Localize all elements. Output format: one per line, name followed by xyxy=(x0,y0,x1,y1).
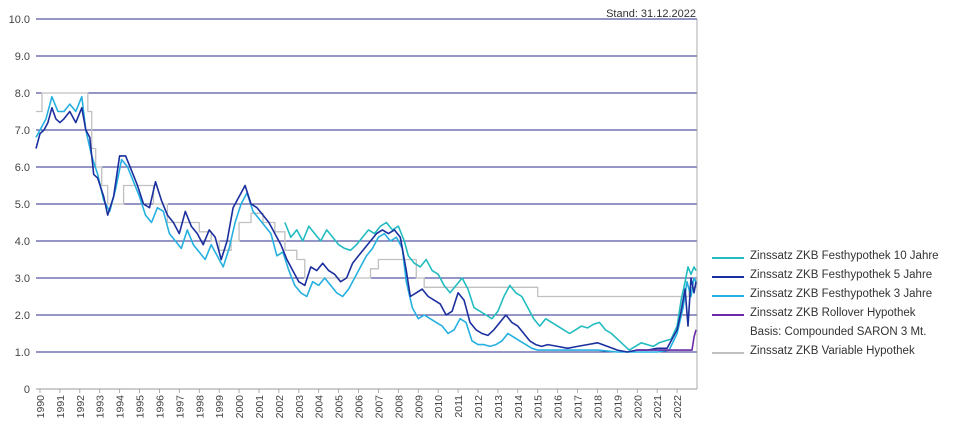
legend-item-fest10: Zinssatz ZKB Festhypothek 10 Jahre xyxy=(712,249,957,268)
x-tick-label: 1998 xyxy=(194,395,206,419)
x-tick-label: 2019 xyxy=(612,395,624,419)
y-tick-label: 6.0 xyxy=(15,162,30,174)
legend-swatch xyxy=(712,257,744,259)
y-tick-label: 0 xyxy=(24,384,30,396)
x-tick-label: 1997 xyxy=(174,395,186,419)
y-tick-label: 10.0 xyxy=(9,14,30,26)
x-tick-label: 2014 xyxy=(513,395,525,419)
x-tick-label: 2000 xyxy=(234,395,246,419)
x-tick-label: 2012 xyxy=(473,395,485,419)
x-tick-label: 1996 xyxy=(154,395,166,419)
x-tick-label: 1995 xyxy=(135,395,147,419)
y-tick-label: 8.0 xyxy=(15,88,30,100)
x-tick-label: 1990 xyxy=(35,395,47,419)
legend-swatch xyxy=(712,352,744,354)
legend-item-fest5: Zinssatz ZKB Festhypothek 5 Jahre xyxy=(712,268,957,287)
series-line-saron xyxy=(635,329,697,351)
chart-legend: Zinssatz ZKB Festhypothek 10 Jahre Zinssa… xyxy=(712,249,957,363)
series-lines xyxy=(35,92,697,353)
x-tick-label: 2007 xyxy=(373,395,385,419)
legend-item-variable: Zinssatz ZKB Variable Hypothek xyxy=(712,344,957,363)
x-tick-label: 1993 xyxy=(95,395,107,419)
x-tick-label: 2002 xyxy=(274,395,286,419)
legend-swatch xyxy=(712,314,744,316)
x-tick-label: 2008 xyxy=(393,395,405,419)
y-tick-label: 1.0 xyxy=(15,347,30,359)
legend-label: Zinssatz ZKB Festhypothek 3 Jahre xyxy=(750,288,933,300)
legend-label: Zinssatz ZKB Variable Hypothek xyxy=(750,345,915,357)
series-line-fest5 xyxy=(35,107,697,353)
legend-item-fest3: Zinssatz ZKB Festhypothek 3 Jahre xyxy=(712,287,957,306)
legend-swatch xyxy=(712,276,744,278)
series-line-fest10 xyxy=(284,221,697,351)
legend-swatch xyxy=(712,295,744,297)
x-tick-label: 1991 xyxy=(55,395,67,419)
y-tick-label: 7.0 xyxy=(15,125,30,137)
x-tick-label: 1999 xyxy=(214,395,226,419)
grid-lines xyxy=(36,18,698,390)
x-tick-label: 2021 xyxy=(652,395,664,419)
x-tick-label: 2017 xyxy=(573,395,585,419)
series-line-variable xyxy=(36,92,697,298)
y-tick-label: 2.0 xyxy=(15,310,30,322)
x-tick-label: 1992 xyxy=(75,395,87,419)
x-tick-label: 2022 xyxy=(672,395,684,419)
y-tick-label: 5.0 xyxy=(15,199,30,211)
x-tick-label: 2016 xyxy=(553,395,565,419)
y-tick-label: 3.0 xyxy=(15,273,30,285)
date-note: Stand: 31.12.2022 xyxy=(606,8,696,20)
x-tick-label: 2003 xyxy=(294,395,306,419)
x-tick-label: 2018 xyxy=(592,395,604,419)
x-tick-label: 1994 xyxy=(115,395,127,419)
legend-label: Zinssatz ZKB Festhypothek 5 Jahre xyxy=(750,269,933,281)
legend-item-saron: Zinssatz ZKB Rollover Hypothek Basis: Com… xyxy=(712,306,957,344)
x-tick-label: 2009 xyxy=(413,395,425,419)
legend-label: Zinssatz ZKB Festhypothek 10 Jahre xyxy=(750,250,939,262)
x-tick-label: 2001 xyxy=(254,395,266,419)
legend-sublabel: Basis: Compounded SARON 3 Mt. xyxy=(750,326,927,338)
x-tick-label: 2010 xyxy=(433,395,445,419)
y-tick-label: 9.0 xyxy=(15,51,30,63)
x-axis-tick-labels: 1990 1991 1992 1993 1994 1995 1996 1997 1998 1999… xyxy=(35,389,684,418)
x-tick-label: 2004 xyxy=(314,395,326,419)
x-tick-label: 2005 xyxy=(334,395,346,419)
y-axis-tick-labels: 0 1.0 2.0 3.0 4.0 5.0 6.0 7.0 8.0 9.0 10.0 xyxy=(9,14,30,396)
x-tick-label: 2015 xyxy=(533,395,545,419)
x-tick-label: 2006 xyxy=(354,395,366,419)
x-tick-label: 2020 xyxy=(632,395,644,419)
x-tick-label: 2011 xyxy=(453,395,465,418)
y-tick-label: 4.0 xyxy=(15,236,30,248)
legend-label: Zinssatz ZKB Rollover Hypothek xyxy=(750,307,916,319)
x-tick-label: 2013 xyxy=(493,395,505,419)
series-line-fest3 xyxy=(35,95,697,353)
